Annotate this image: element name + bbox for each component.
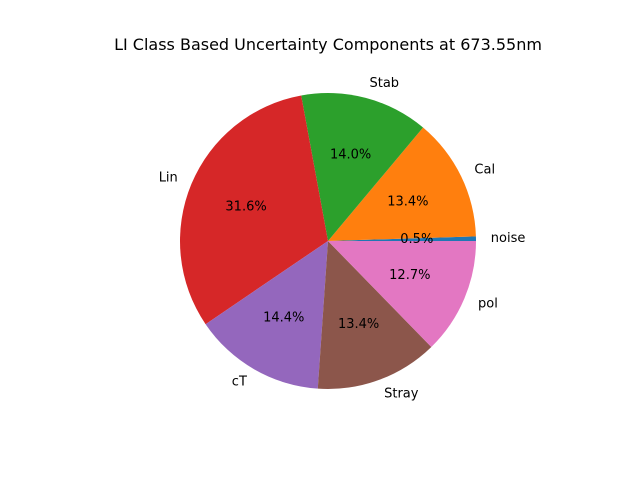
pie-slice-stab — [301, 92, 424, 241]
slice-pct-pol: 12.7% — [389, 268, 430, 283]
slice-label-stab: Stab — [369, 76, 399, 91]
pie-slice-cal — [328, 127, 476, 241]
slice-pct-cal: 13.4% — [387, 195, 428, 210]
pie-labels: noise 0.5% Cal 13.4% Stab 14.0% Lin 31.6% cT 14.4… — [159, 76, 526, 401]
slice-label-ct: cT — [232, 375, 247, 390]
slice-pct-noise: 0.5% — [400, 232, 433, 247]
pie-slices — [179, 92, 476, 389]
pie-slice-lin — [179, 95, 328, 325]
slice-label-lin: Lin — [159, 171, 178, 186]
pie-slice-pol — [328, 241, 476, 347]
slice-pct-ct: 14.4% — [263, 310, 304, 325]
slice-pct-lin: 31.6% — [225, 199, 266, 214]
slice-label-cal: Cal — [474, 162, 495, 177]
pie-slice-noise — [328, 236, 476, 241]
pie-slice-ct — [205, 241, 328, 389]
slice-label-pol: pol — [478, 297, 498, 312]
slice-pct-stray: 13.4% — [338, 317, 379, 332]
slice-label-stray: Stray — [384, 386, 419, 401]
pie-slice-stray — [317, 241, 432, 389]
slice-pct-stab: 14.0% — [330, 148, 371, 163]
slice-label-noise: noise — [491, 231, 526, 246]
chart-title: LI Class Based Uncertainty Components at… — [114, 35, 542, 54]
